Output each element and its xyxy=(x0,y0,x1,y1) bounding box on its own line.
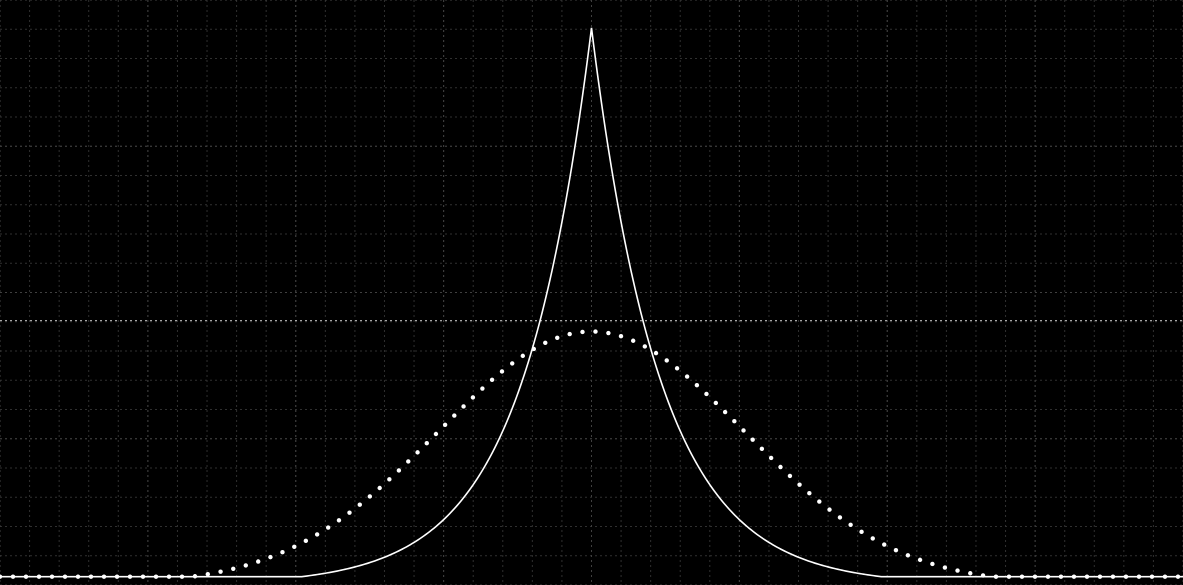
chart-container xyxy=(0,0,1183,585)
distribution-chart xyxy=(0,0,1183,585)
